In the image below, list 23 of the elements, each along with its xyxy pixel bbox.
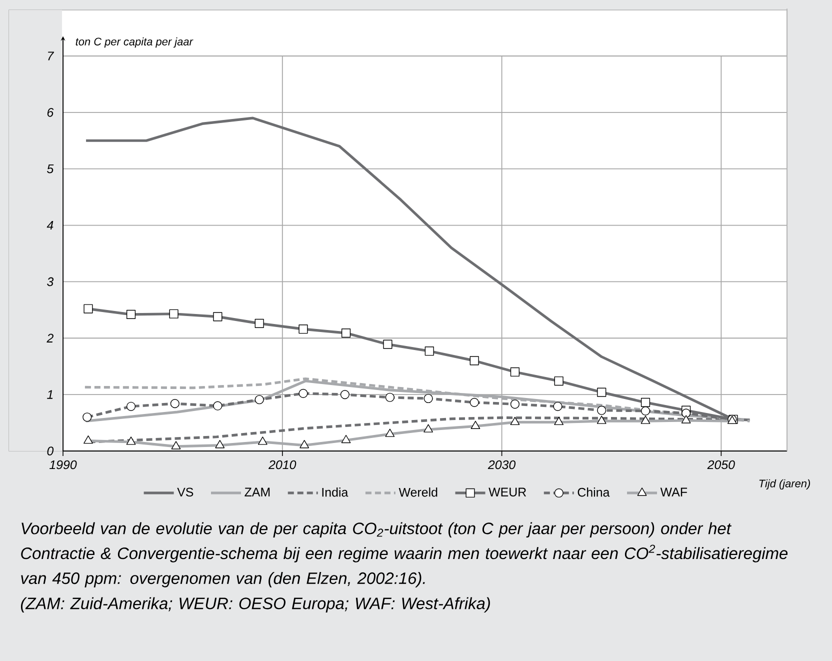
legend-label: China xyxy=(578,488,610,497)
legend-label: WAF xyxy=(660,488,688,496)
y-tick-label: 2 xyxy=(46,334,54,342)
y-axis-title: ton C per capita per jaar xyxy=(76,37,194,48)
legend-label: India xyxy=(322,488,348,497)
x-tick-label: 2050 xyxy=(707,460,735,470)
legend-label: WEUR xyxy=(488,488,526,496)
text: Voorbeeld van de evolutie van de per capita CO$_{2}$-uitstoot (ton C per jaar per persoon) onder het Contractie & Convergentie-schema bij een regime waarin men toewerkt naar een CO$^{2}$-stabilisatieregime van 450 ppm: overgenomen van (den Elzen, 2002:16). xyxy=(21,522,788,588)
y-tick-label: 0 xyxy=(47,446,54,456)
x-tick-label: 2030 xyxy=(488,460,516,470)
text: (ZAM: Zuid-Amerika; WEUR: OESO Europa; WAF: West-Afrika) xyxy=(20,597,490,612)
y-tick-label: 3 xyxy=(47,277,54,286)
legend-label: ZAM xyxy=(244,488,270,496)
x-axis-title: Tijd (jaren) xyxy=(759,479,810,490)
y-tick-label: 7 xyxy=(48,52,54,60)
y-tick-label: 1 xyxy=(47,390,53,399)
y-tick-label: 6 xyxy=(47,108,54,117)
legend-label: Wereld xyxy=(398,488,438,497)
legend-label: VS xyxy=(177,488,194,497)
y-tick-label: 5 xyxy=(47,164,54,174)
x-tick-label: 2010 xyxy=(268,460,296,470)
x-tick-label: 1990 xyxy=(49,460,77,470)
y-tick-label: 4 xyxy=(46,220,54,230)
